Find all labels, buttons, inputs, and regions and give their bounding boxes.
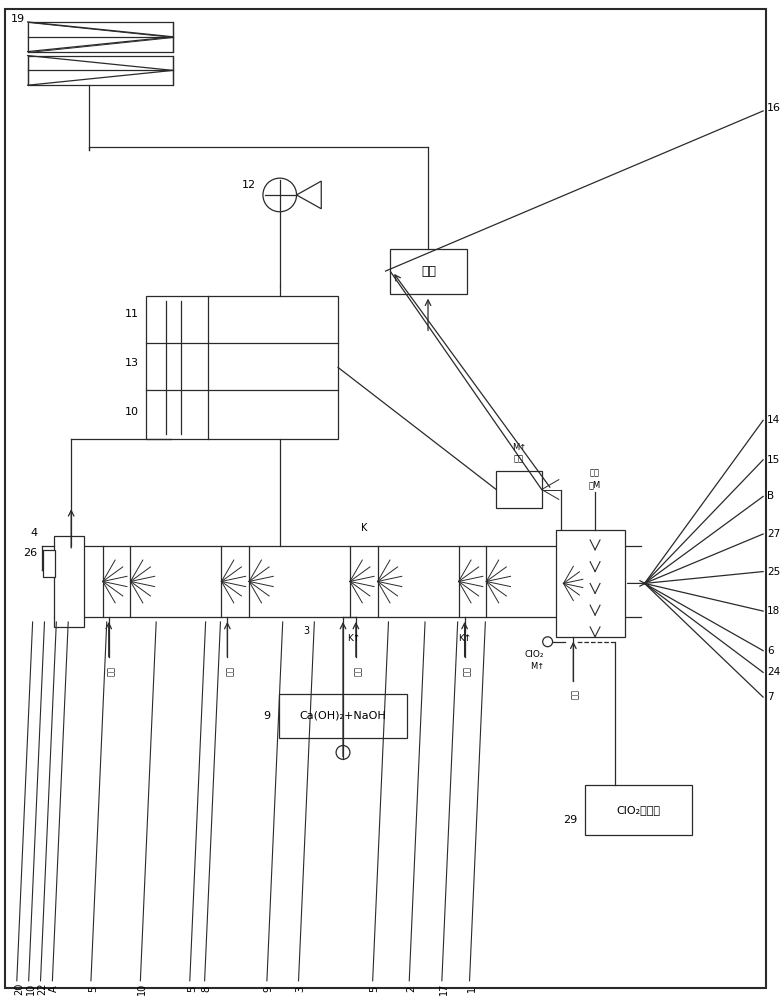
Polygon shape (225, 356, 253, 376)
Text: 12: 12 (242, 180, 256, 190)
Text: 10: 10 (137, 983, 147, 995)
Text: 5: 5 (370, 986, 380, 992)
Text: 10: 10 (26, 983, 36, 995)
Text: 7: 7 (767, 692, 774, 702)
Circle shape (543, 637, 552, 647)
Text: K↑: K↑ (347, 634, 360, 643)
Text: B: B (767, 491, 775, 501)
Text: A: A (49, 985, 59, 992)
Polygon shape (295, 310, 322, 329)
Text: 1: 1 (466, 986, 477, 992)
Polygon shape (296, 181, 321, 209)
Text: 25: 25 (767, 567, 780, 577)
Text: 11: 11 (124, 309, 138, 319)
Text: Ca(OH)₂+NaOH: Ca(OH)₂+NaOH (300, 711, 386, 721)
Text: 17: 17 (439, 983, 448, 995)
Text: ClO₂: ClO₂ (524, 650, 544, 659)
Bar (555, 530, 625, 637)
Text: 4: 4 (30, 528, 37, 538)
Polygon shape (27, 56, 173, 85)
Bar (55, 536, 84, 627)
Bar (496, 471, 541, 508)
Polygon shape (225, 310, 253, 329)
Text: K↑: K↑ (458, 634, 471, 643)
Text: 24: 24 (767, 667, 780, 677)
Polygon shape (295, 356, 322, 376)
Text: 5: 5 (186, 986, 197, 992)
Bar (44, 550, 55, 577)
Text: K: K (360, 523, 367, 533)
Circle shape (336, 746, 350, 759)
Bar (391, 249, 466, 294)
Polygon shape (27, 37, 173, 52)
Text: 22: 22 (37, 982, 48, 995)
Text: 16: 16 (767, 103, 780, 113)
Text: 19: 19 (11, 14, 25, 24)
Bar (585, 785, 692, 835)
Text: 15: 15 (767, 455, 780, 465)
Text: 13: 13 (124, 358, 138, 368)
Text: 2: 2 (406, 986, 417, 992)
Polygon shape (27, 22, 173, 52)
Circle shape (263, 178, 296, 212)
Text: 6: 6 (767, 646, 774, 656)
Text: 8: 8 (201, 986, 211, 992)
Text: 3: 3 (296, 986, 306, 992)
Text: 18: 18 (767, 606, 780, 616)
Polygon shape (260, 403, 288, 422)
Polygon shape (260, 356, 288, 376)
Text: 20: 20 (14, 983, 23, 995)
Text: 9: 9 (264, 711, 271, 721)
Polygon shape (260, 310, 288, 329)
Text: 29: 29 (563, 815, 577, 825)
Bar (147, 296, 338, 439)
Text: 空气: 空气 (514, 454, 524, 463)
Text: 空气: 空气 (354, 666, 363, 676)
Bar (278, 694, 407, 738)
Text: 空气: 空气 (571, 689, 580, 699)
Text: 空气: 空气 (226, 666, 235, 676)
Text: 10: 10 (124, 407, 138, 417)
Text: 5: 5 (88, 986, 98, 992)
Text: 9: 9 (264, 986, 274, 992)
Text: 空气: 空气 (463, 666, 472, 676)
Text: 空气: 空气 (107, 666, 116, 676)
Polygon shape (225, 403, 253, 422)
Text: 水M: 水M (589, 480, 601, 489)
Text: 混合: 混合 (421, 265, 436, 278)
Text: M↑: M↑ (512, 443, 526, 452)
Text: 27: 27 (767, 529, 780, 539)
Polygon shape (27, 22, 173, 37)
Polygon shape (295, 403, 322, 422)
Text: 3: 3 (303, 626, 310, 636)
Text: 14: 14 (767, 415, 780, 425)
Text: 26: 26 (23, 548, 37, 558)
Text: ClO₂发生器: ClO₂发生器 (616, 805, 661, 815)
Text: M↑: M↑ (530, 662, 545, 671)
Text: 空气: 空气 (590, 468, 600, 477)
